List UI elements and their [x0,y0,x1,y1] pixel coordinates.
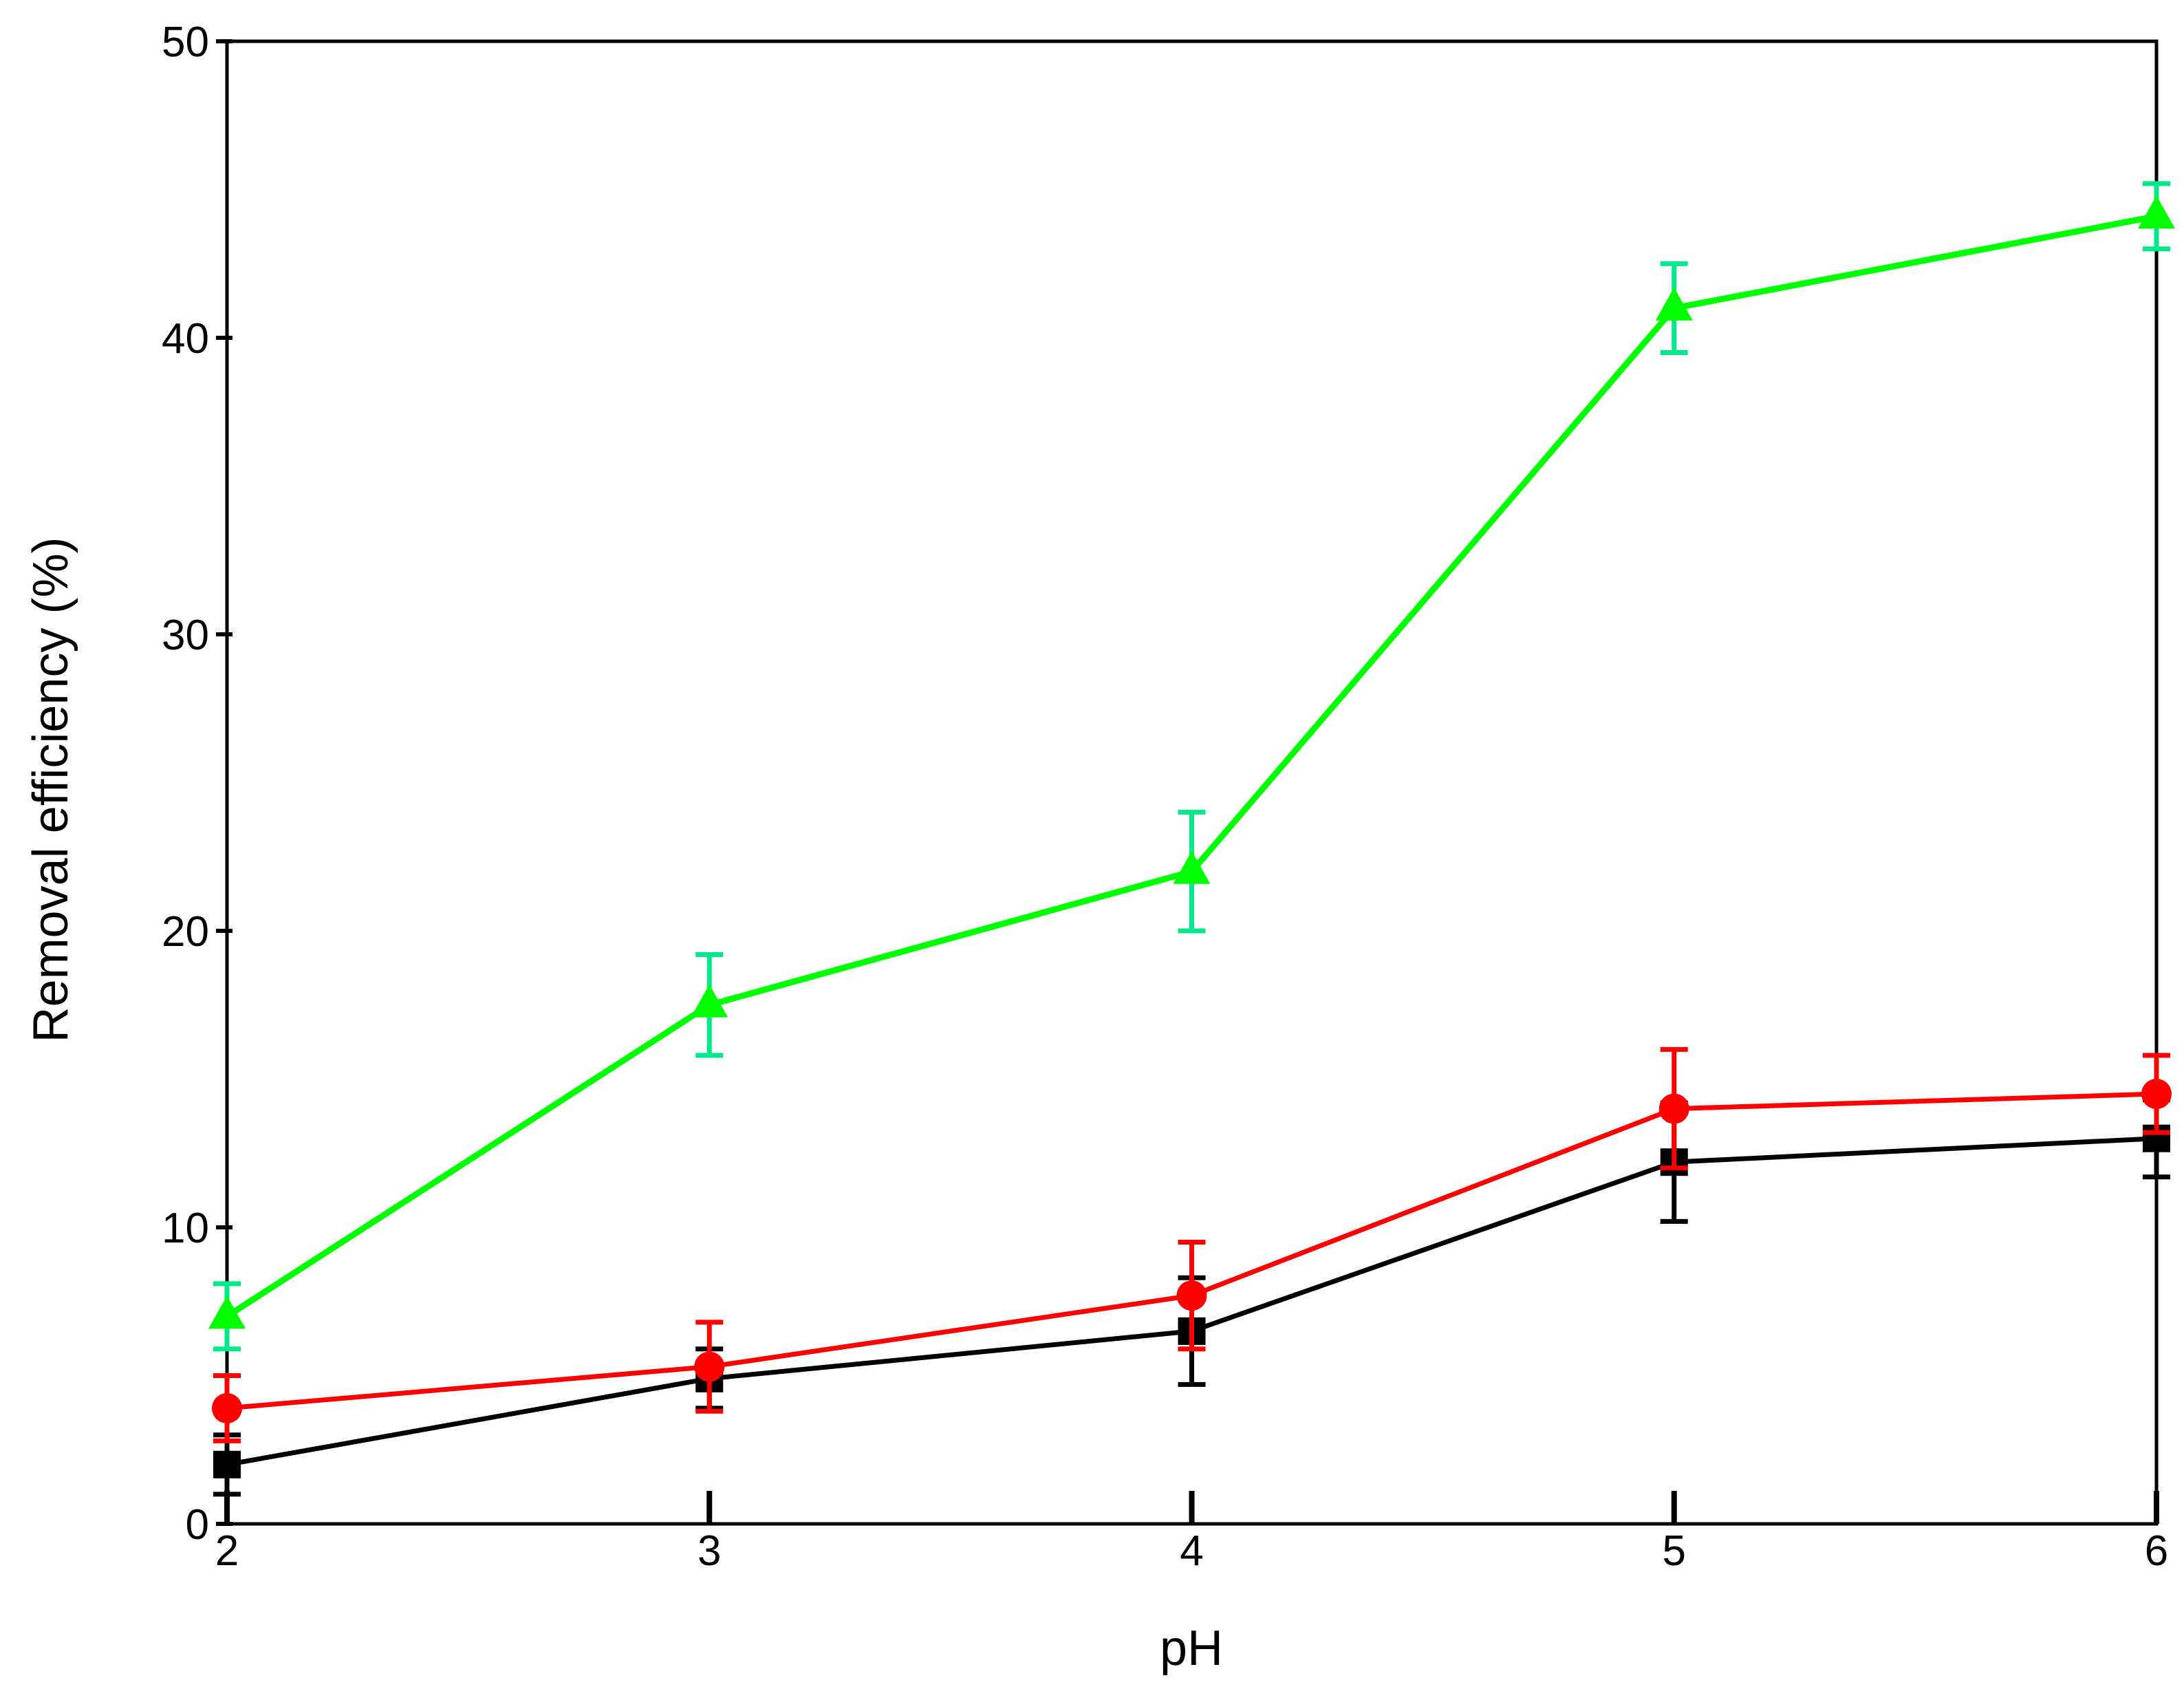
data-point-triangle-1 [691,984,728,1018]
axes: 2 3 4 5 6 0 10 20 30 40 50 [162,19,2168,1575]
data-point-circle-2 [1176,1280,1207,1311]
data-point-square-0 [213,1450,241,1478]
y-tick-label-3: 30 [162,612,209,659]
data-point-triangle-4 [2138,195,2175,229]
x-tick-label-3: 5 [1663,1527,1686,1575]
x-tick-label-0: 2 [215,1527,239,1575]
data-point-circle-3 [1658,1093,1689,1124]
y-tick-label-2: 20 [162,908,209,956]
y-tick-label-0: 0 [186,1501,209,1549]
series-triangle [208,181,2175,1352]
series-layer [208,181,2175,1497]
data-point-circle-1 [694,1351,725,1382]
data-point-triangle-0 [208,1295,246,1329]
x-tick-label-4: 6 [2145,1527,2168,1575]
series-circle [212,1046,2172,1443]
data-point-triangle-3 [1655,287,1693,321]
x-tick-label-1: 3 [698,1527,721,1575]
y-tick-label-5: 50 [162,19,209,66]
data-point-triangle-2 [1173,850,1211,884]
y-tick-label-1: 10 [162,1205,209,1252]
y-axis-title: Removal efficiency (%) [23,537,78,1043]
y-tick-label-4: 40 [162,315,209,363]
x-tick-label-2: 4 [1180,1527,1203,1575]
data-point-circle-0 [212,1392,242,1423]
data-point-circle-4 [2141,1079,2172,1110]
x-axis-title: pH [1160,1621,1223,1676]
